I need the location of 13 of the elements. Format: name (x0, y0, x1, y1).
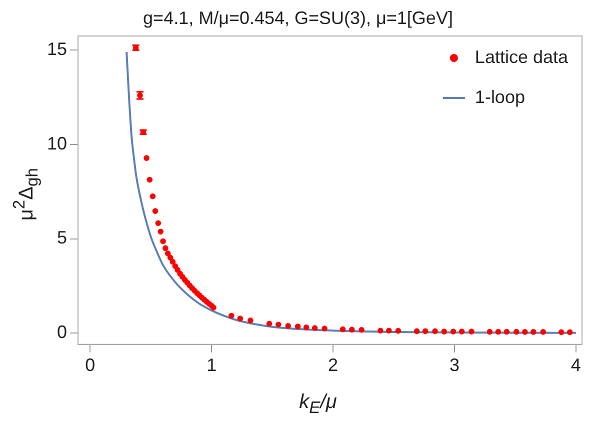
y-tick-label: 5 (57, 228, 68, 248)
chart-title: g=4.1, M/μ=0.454, G=SU(3), μ=1[GeV] (142, 8, 454, 29)
x-tick-label: 2 (328, 355, 338, 376)
x-tick-label: 3 (449, 355, 460, 376)
x-tick-label: 0 (85, 355, 96, 376)
y-tick-label: 15 (46, 39, 68, 60)
y-tick-label: 0 (57, 322, 68, 342)
x-tick-label: 1 (206, 355, 217, 376)
x-axis-title: k$_{E}$/μ (298, 391, 338, 418)
legend-label: Lattice data (474, 46, 569, 67)
y-tick-label: 10 (46, 133, 68, 154)
x-tick-label: 4 (570, 355, 581, 376)
legend-label: 1-loop (474, 86, 525, 107)
